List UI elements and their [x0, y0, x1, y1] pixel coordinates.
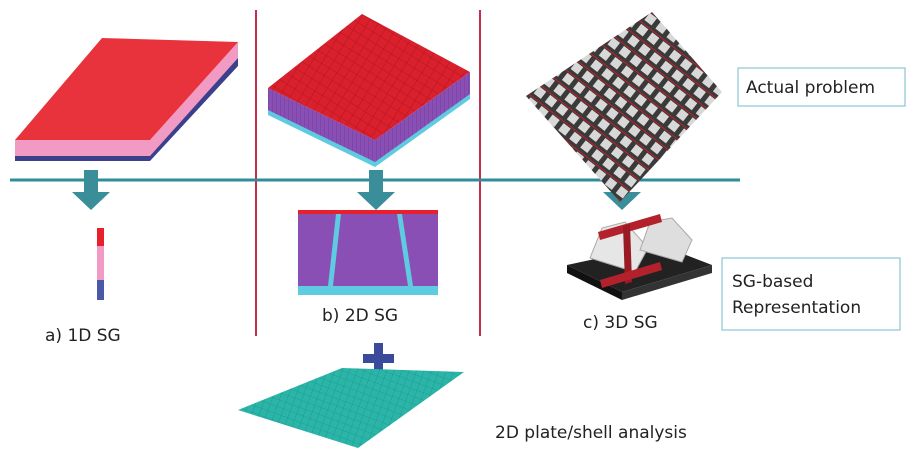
stiffened-panel — [526, 12, 722, 202]
label-box — [721, 257, 901, 331]
label-box — [737, 67, 906, 107]
panel-label: b) 2D SG — [322, 306, 398, 326]
panel-label: c) 3D SG — [583, 313, 658, 333]
annotation: Actual problem — [746, 78, 875, 98]
corrugated-plate — [268, 14, 470, 167]
sg-2d — [298, 210, 438, 295]
panel-label: a) 1D SG — [45, 326, 121, 346]
sg-3d — [567, 214, 712, 300]
sg-1d — [97, 228, 104, 300]
plate-label: 2D plate/shell analysis — [495, 423, 687, 443]
arrows — [72, 170, 641, 210]
plus-sign — [363, 343, 394, 374]
annotation: Representation — [732, 298, 861, 318]
shell-plate — [238, 368, 464, 448]
annotation: SG-based — [732, 272, 813, 292]
laminate-plate — [15, 38, 238, 161]
